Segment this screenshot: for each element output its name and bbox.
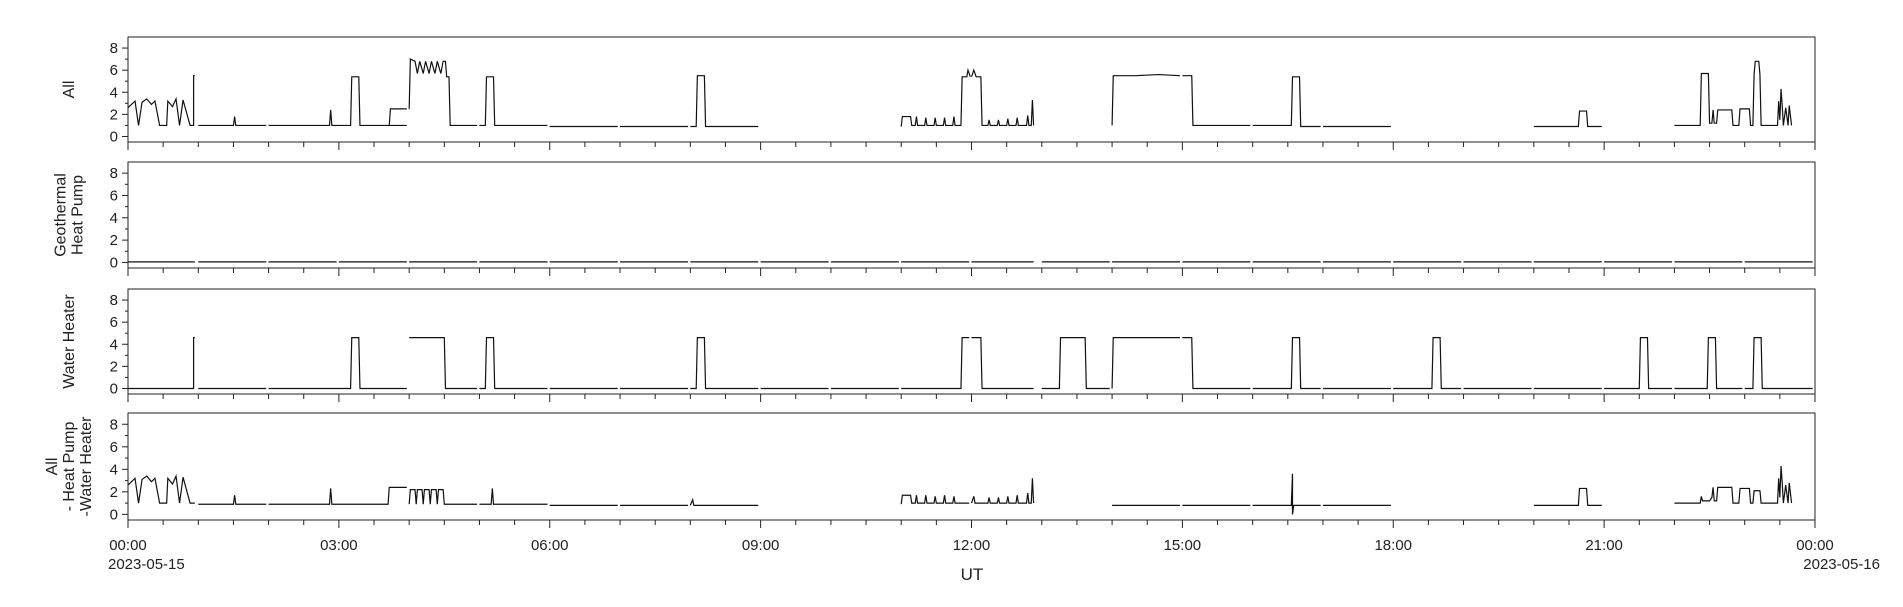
- series-segment: [388, 108, 407, 126]
- x-tick-label: 21:00: [1585, 537, 1623, 554]
- series-segment: [1041, 337, 1110, 390]
- panel-frame: [127, 288, 1816, 395]
- y-tick-label: 0: [110, 254, 118, 271]
- panels-layer: 0 2 4 6 8 All 0 2 4 6 8 Geothermal Heat Pump 0 2 4 6 8 Wat…: [44, 36, 1816, 528]
- series-segment: [268, 76, 407, 127]
- x-tick-label: 00:00: [109, 537, 147, 554]
- series-segment: [690, 337, 759, 390]
- panel-1: 0 2 4 6 8 All: [61, 36, 1816, 150]
- y-tick-label: 2: [110, 358, 118, 375]
- y-tick-label: 8: [110, 40, 118, 57]
- series-segment: [1111, 337, 1181, 389]
- y-axis-label-line: Geothermal: [53, 173, 70, 257]
- series-segment: [479, 488, 548, 505]
- panel-frame: [127, 161, 1816, 269]
- y-tick-label: 6: [110, 439, 118, 456]
- y-tick-label: 8: [110, 165, 118, 182]
- series-segment: [690, 75, 759, 128]
- y-tick-label: 2: [110, 106, 118, 123]
- series-segment: [1182, 337, 1251, 390]
- y-tick-label: 2: [110, 232, 118, 249]
- panel-4: 0 2 4 6 8 All - Heat Pump -Water Heater: [44, 412, 1816, 528]
- series-segment: [198, 495, 267, 505]
- series-segment: [900, 67, 971, 127]
- series-segment: [1674, 465, 1793, 504]
- y-axis-label-line: Water Heater: [61, 294, 78, 389]
- series-segment: [1744, 337, 1813, 390]
- series-segment: [479, 76, 548, 127]
- series-segment: [268, 486, 407, 505]
- y-tick-label: 4: [110, 336, 118, 353]
- series-segment: [268, 337, 407, 390]
- series-segment: [1252, 76, 1321, 128]
- series-segment: [1674, 60, 1793, 127]
- y-axis-label-line: All: [61, 81, 78, 99]
- x-tick-label: 12:00: [953, 537, 991, 554]
- y-axis-label-line: Heat Pump: [70, 175, 87, 255]
- y-axis-label-line: All: [44, 458, 61, 476]
- y-tick-label: 8: [110, 416, 118, 433]
- x-tick-label: 03:00: [320, 537, 358, 554]
- x-tick-label: 00:00: [1796, 537, 1834, 554]
- series-segment: [127, 75, 195, 127]
- panel-3: 0 2 4 6 8 Water Heater: [61, 288, 1816, 402]
- series-segment: [1252, 473, 1321, 515]
- series-segment: [1533, 110, 1602, 128]
- series-segment: [128, 337, 195, 390]
- series-segment: [1393, 337, 1462, 390]
- series-segment: [901, 337, 970, 390]
- series-segment: [408, 488, 478, 505]
- y-tick-label: 8: [110, 292, 118, 309]
- y-tick-label: 6: [110, 314, 118, 331]
- x-end-date-label: 2023-05-16: [1803, 556, 1880, 573]
- series-segment: [1604, 337, 1673, 390]
- series-segment: [970, 478, 1035, 504]
- x-axis-title: UT: [961, 565, 984, 584]
- x-tick-label: 15:00: [1164, 537, 1202, 554]
- y-tick-label: 4: [110, 210, 118, 227]
- x-tick-label: 09:00: [742, 537, 780, 554]
- x-tick-label: 18:00: [1374, 537, 1412, 554]
- y-tick-label: 0: [110, 380, 118, 397]
- y-tick-label: 4: [110, 84, 118, 101]
- y-tick-label: 4: [110, 461, 118, 478]
- series-segment: [900, 494, 970, 505]
- series-segment: [971, 337, 1034, 390]
- series-segment: [970, 68, 1035, 127]
- series-segment: [479, 337, 548, 390]
- y-tick-label: 6: [110, 187, 118, 204]
- x-tick-label: 06:00: [531, 537, 569, 554]
- panel-2: 0 2 4 6 8 Geothermal Heat Pump: [53, 161, 1816, 276]
- y-tick-label: 0: [110, 506, 118, 523]
- series-segment: [1111, 73, 1181, 126]
- series-segment: [127, 473, 195, 504]
- y-tick-label: 2: [110, 484, 118, 501]
- series-segment: [1533, 487, 1602, 506]
- series-segment: [689, 497, 759, 506]
- series-segment: [409, 337, 478, 390]
- y-axis-label-line: -Water Heater: [78, 416, 95, 517]
- series-segment: [198, 116, 267, 127]
- series-segment: [1674, 337, 1743, 390]
- x-axis: 00:00 03:00 06:00 09:00 12:00 15:00 18:00 21:00…: [109, 537, 1834, 554]
- y-axis-label-line: - Heat Pump: [61, 421, 78, 511]
- x-start-date-label: 2023-05-15: [108, 556, 185, 573]
- y-tick-label: 0: [110, 128, 118, 145]
- series-segment: [1252, 337, 1321, 390]
- series-segment: [408, 58, 478, 127]
- series-segment: [1182, 75, 1251, 127]
- y-tick-label: 6: [110, 62, 118, 79]
